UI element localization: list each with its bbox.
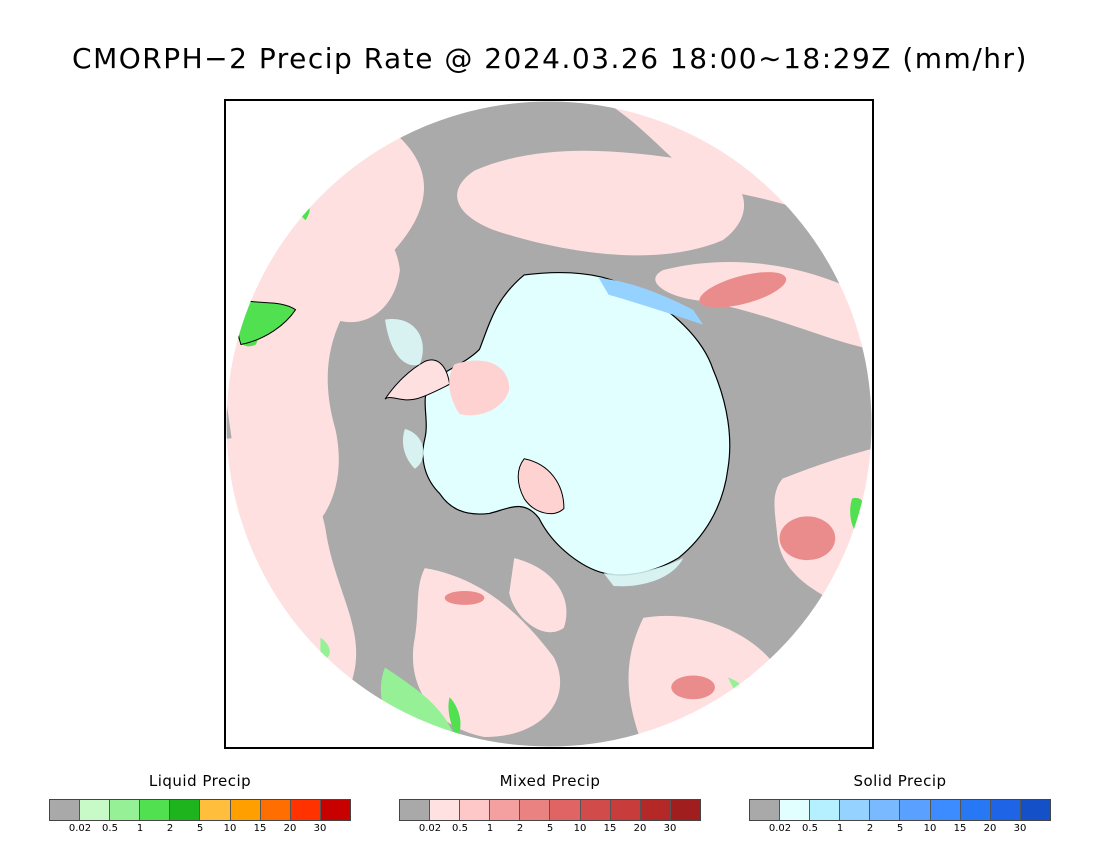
legend-swatch xyxy=(520,800,551,820)
legend-swatch xyxy=(200,800,231,820)
legend-tick-label: 0.5 xyxy=(452,823,468,834)
legend-tick-label: 10 xyxy=(223,823,237,834)
legend-tick-label: 1 xyxy=(486,823,494,834)
legend-swatch xyxy=(670,800,700,820)
color-bar xyxy=(749,799,1051,821)
legend-swatch xyxy=(1020,800,1050,820)
weddell-mixed-area xyxy=(449,360,510,416)
legend-swatch xyxy=(840,800,871,820)
legend-tick-label: 10 xyxy=(573,823,587,834)
solid-coastal-band xyxy=(598,277,704,325)
legend-tick-label: 0.02 xyxy=(768,823,792,834)
color-bar xyxy=(399,799,701,821)
tick-labels: 0.02 0.5 1 2 5 10 15 20 30 xyxy=(49,823,351,837)
legend-tick-label: 1 xyxy=(836,823,844,834)
legend-tick-label: 0.5 xyxy=(102,823,118,834)
map-panel xyxy=(224,99,874,749)
legend-swatch xyxy=(170,800,201,820)
sea-ice-fringe xyxy=(385,319,684,587)
legend-tick-label: 5 xyxy=(196,823,204,834)
legend-swatch xyxy=(610,800,641,820)
legend-swatch xyxy=(430,800,461,820)
legend-tick-label: 2 xyxy=(166,823,174,834)
legend-tick-label: 30 xyxy=(313,823,327,834)
legend-swatch xyxy=(260,800,291,820)
legend-tick-label: 20 xyxy=(983,823,997,834)
legend-swatch xyxy=(50,800,81,820)
legend-swatch xyxy=(960,800,991,820)
legend-swatch xyxy=(400,800,431,820)
legend-tick-label: 0.02 xyxy=(68,823,92,834)
legend-swatch xyxy=(140,800,171,820)
legend-swatch xyxy=(990,800,1021,820)
legend-mixed: Mixed Precip 0.02 0.5 1 2 5 10 15 20 30 xyxy=(399,772,701,837)
mixed-dark-cells xyxy=(444,272,836,700)
legend-swatch xyxy=(780,800,811,820)
color-bar xyxy=(49,799,351,821)
legend-swatch xyxy=(320,800,350,820)
legend-tick-label: 15 xyxy=(953,823,967,834)
legend-tick-label: 30 xyxy=(663,823,677,834)
legend-swatch xyxy=(870,800,901,820)
antarctic-peninsula xyxy=(384,359,451,401)
legend-tick-label: 1 xyxy=(136,823,144,834)
legend-title: Mixed Precip xyxy=(499,772,601,790)
legend-tick-label: 5 xyxy=(546,823,554,834)
legend-tick-label: 2 xyxy=(516,823,524,834)
legend-tick-label: 0.5 xyxy=(802,823,818,834)
legend-tick-label: 5 xyxy=(896,823,904,834)
tick-labels: 0.02 0.5 1 2 5 10 15 20 30 xyxy=(749,823,1051,837)
legend-swatch xyxy=(550,800,581,820)
legend-swatch xyxy=(490,800,521,820)
legend-title: Solid Precip xyxy=(853,772,947,790)
legend-swatch xyxy=(110,800,141,820)
legend-swatch xyxy=(580,800,611,820)
legend-swatch xyxy=(750,800,781,820)
legend-swatch xyxy=(290,800,321,820)
tick-labels: 0.02 0.5 1 2 5 10 15 20 30 xyxy=(399,823,701,837)
ross-mixed-area xyxy=(517,458,565,515)
legend-swatch xyxy=(230,800,261,820)
legend-tick-label: 20 xyxy=(283,823,297,834)
legend-swatch xyxy=(640,800,671,820)
chart-title: CMORPH−2 Precip Rate @ 2024.03.26 18:00∼… xyxy=(72,42,1028,75)
legend-tick-label: 30 xyxy=(1013,823,1027,834)
legend-tick-label: 15 xyxy=(253,823,267,834)
legend-tick-label: 20 xyxy=(633,823,647,834)
legend-swatch xyxy=(80,800,111,820)
legend-swatch xyxy=(810,800,841,820)
polar-precip-map xyxy=(226,101,872,747)
legend-tick-label: 10 xyxy=(923,823,937,834)
precip-field xyxy=(226,101,872,747)
legend-swatch xyxy=(930,800,961,820)
legend-tick-label: 0.02 xyxy=(418,823,442,834)
legend-swatch xyxy=(900,800,931,820)
legend-solid: Solid Precip 0.02 0.5 1 2 5 10 15 20 30 xyxy=(749,772,1051,837)
legend-title: Liquid Precip xyxy=(148,772,252,790)
legend-tick-label: 15 xyxy=(603,823,617,834)
legend-liquid: Liquid Precip 0.02 0.5 1 2 5 10 15 20 30 xyxy=(49,772,351,837)
legend-tick-label: 2 xyxy=(866,823,874,834)
legend-swatch xyxy=(460,800,491,820)
